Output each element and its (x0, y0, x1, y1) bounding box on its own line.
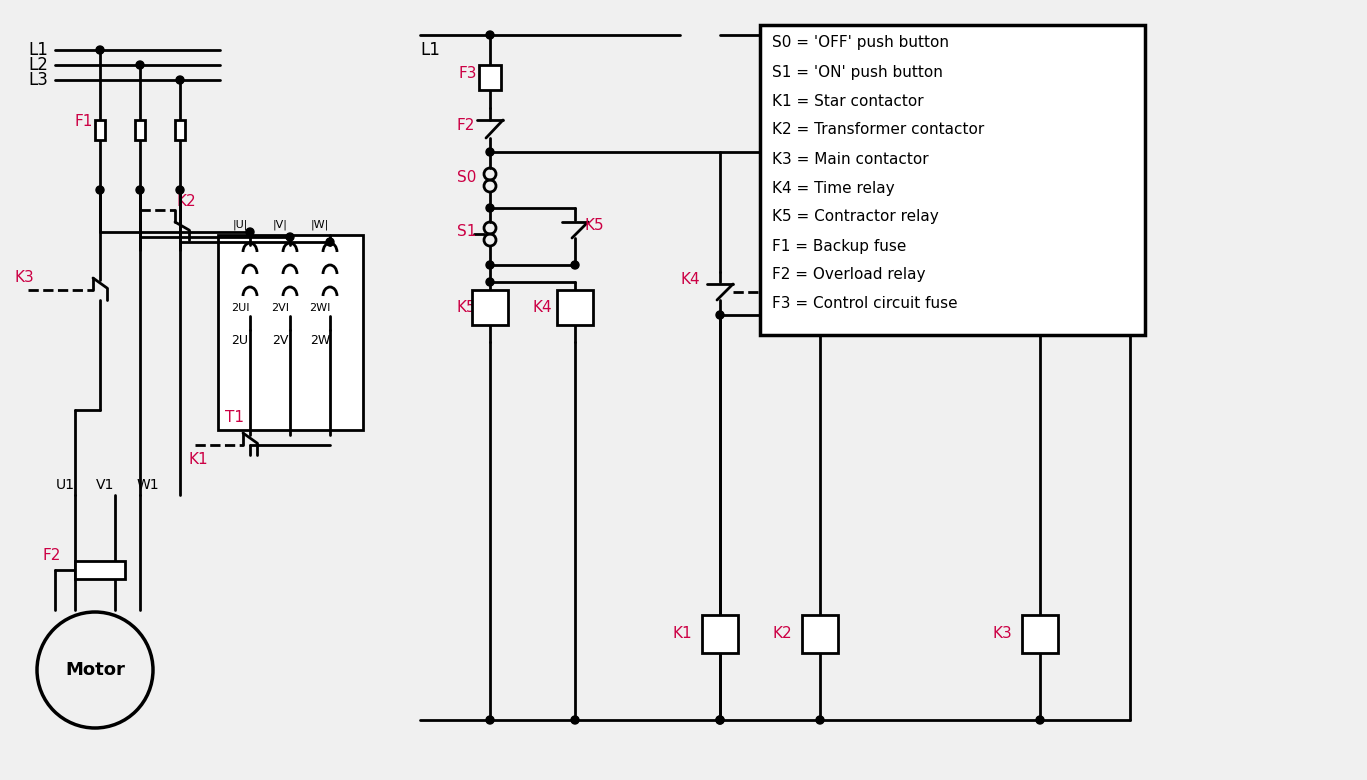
Text: K1: K1 (673, 626, 692, 641)
Text: K1: K1 (850, 250, 869, 265)
Circle shape (716, 311, 725, 319)
Circle shape (286, 233, 294, 241)
Circle shape (1076, 238, 1084, 246)
Text: 2VI: 2VI (271, 303, 288, 313)
Circle shape (487, 148, 493, 156)
Circle shape (837, 238, 843, 246)
Text: K4: K4 (679, 272, 700, 288)
Circle shape (246, 228, 254, 236)
Text: 2WI: 2WI (309, 303, 331, 313)
Bar (703, 615, 738, 653)
Text: K1 = Star contactor: K1 = Star contactor (772, 94, 924, 108)
Text: K1: K1 (189, 452, 208, 466)
Text: K2 = Transformer contactor: K2 = Transformer contactor (772, 122, 984, 137)
Text: S0: S0 (457, 169, 476, 185)
Circle shape (906, 311, 915, 319)
Circle shape (837, 282, 843, 290)
Bar (94, 120, 105, 140)
Circle shape (816, 311, 824, 319)
Circle shape (487, 261, 493, 269)
Bar (472, 290, 509, 325)
Text: K1: K1 (1092, 207, 1111, 222)
Bar (1023, 615, 1058, 653)
Text: |W|: |W| (310, 220, 329, 230)
Circle shape (487, 716, 493, 724)
Circle shape (487, 31, 493, 39)
Text: K5: K5 (1012, 161, 1032, 176)
Circle shape (1036, 238, 1044, 246)
Circle shape (1076, 194, 1084, 202)
Circle shape (571, 716, 580, 724)
Text: K4: K4 (533, 300, 552, 315)
Bar (175, 120, 185, 140)
Text: |V|: |V| (272, 220, 287, 230)
Text: K2: K2 (920, 250, 939, 265)
Bar (75, 561, 124, 579)
Circle shape (1036, 716, 1044, 724)
Circle shape (906, 282, 915, 290)
Circle shape (325, 238, 334, 246)
Circle shape (716, 716, 725, 724)
Circle shape (1126, 148, 1135, 156)
Text: S0 = 'OFF' push button: S0 = 'OFF' push button (772, 36, 949, 51)
Circle shape (96, 186, 104, 194)
Circle shape (837, 238, 843, 246)
Bar (760, 25, 1146, 335)
Text: W1: W1 (137, 478, 160, 492)
Circle shape (176, 76, 185, 84)
Circle shape (837, 194, 843, 202)
Text: 2U: 2U (231, 334, 249, 346)
Circle shape (487, 204, 493, 212)
Circle shape (487, 278, 493, 286)
Text: K5: K5 (457, 300, 477, 315)
Circle shape (96, 46, 104, 54)
Text: F2: F2 (42, 548, 60, 563)
Text: K3 = Main contactor: K3 = Main contactor (772, 151, 928, 166)
Text: L1: L1 (27, 41, 48, 59)
Text: K3: K3 (992, 626, 1012, 641)
Text: F2: F2 (457, 119, 476, 133)
Text: K2: K2 (176, 194, 197, 210)
Bar (217, 235, 364, 430)
Text: Motor: Motor (66, 661, 124, 679)
Text: F2 = Overload relay: F2 = Overload relay (772, 268, 925, 282)
Circle shape (716, 716, 725, 724)
Text: U1: U1 (56, 478, 74, 492)
Text: K5: K5 (585, 218, 604, 233)
Text: K3: K3 (15, 271, 34, 285)
Text: V1: V1 (96, 478, 115, 492)
Text: 2UI: 2UI (231, 303, 249, 313)
Text: S1 = 'ON' push button: S1 = 'ON' push button (772, 65, 943, 80)
Bar (556, 290, 593, 325)
Text: F1: F1 (75, 115, 93, 129)
Circle shape (816, 716, 824, 724)
Circle shape (571, 261, 580, 269)
Text: K4 = Time relay: K4 = Time relay (772, 180, 894, 196)
Text: S1: S1 (457, 225, 476, 239)
Text: F3 = Control circuit fuse: F3 = Control circuit fuse (772, 296, 958, 311)
Text: 2V: 2V (272, 334, 288, 346)
Circle shape (135, 61, 144, 69)
Circle shape (997, 194, 1003, 202)
Circle shape (837, 311, 843, 319)
Text: L1: L1 (420, 41, 440, 59)
Bar (135, 120, 145, 140)
Text: L3: L3 (27, 71, 48, 89)
Text: K2: K2 (772, 626, 791, 641)
Text: |U|: |U| (232, 220, 247, 230)
Bar (802, 615, 838, 653)
Circle shape (135, 186, 144, 194)
Text: T1: T1 (226, 410, 243, 426)
Bar (478, 65, 500, 90)
Text: 2W: 2W (310, 334, 329, 346)
Text: F3: F3 (458, 66, 477, 80)
Text: L2: L2 (27, 56, 48, 74)
Text: K5 = Contractor relay: K5 = Contractor relay (772, 210, 939, 225)
Text: F1 = Backup fuse: F1 = Backup fuse (772, 239, 906, 254)
Text: K3: K3 (853, 207, 872, 222)
Circle shape (1076, 238, 1084, 246)
Circle shape (176, 186, 185, 194)
